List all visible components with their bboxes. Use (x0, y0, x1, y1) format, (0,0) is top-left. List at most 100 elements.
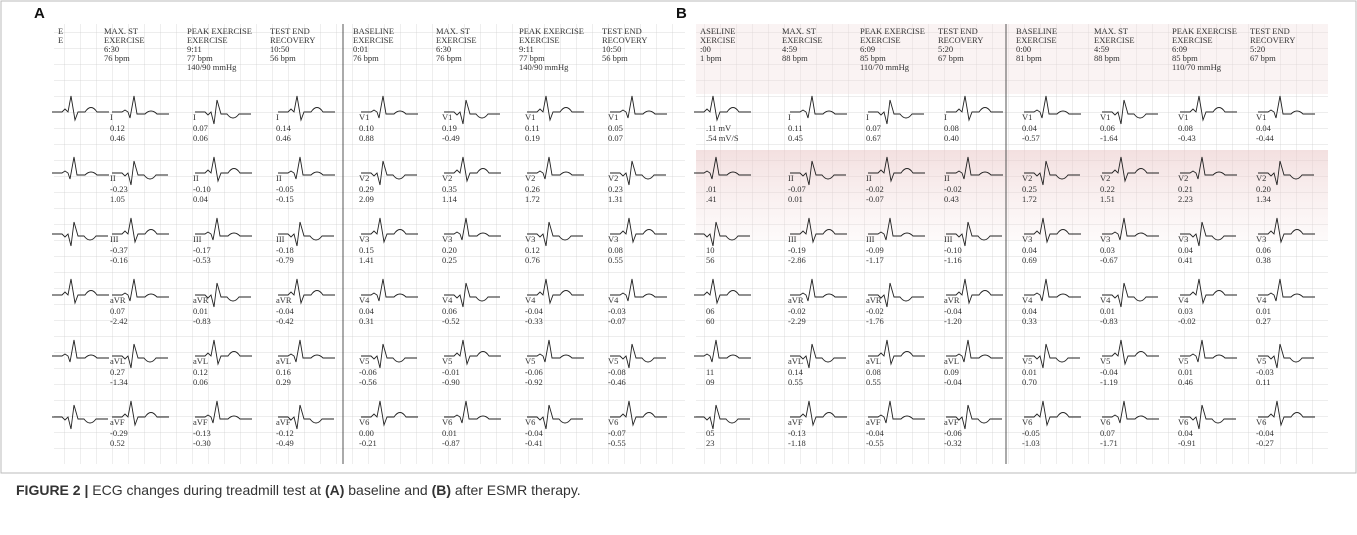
st-value: -0.02 (866, 306, 884, 316)
st-value: -0.05 (276, 184, 294, 194)
lead-label: III (276, 234, 285, 244)
column-header: 140/90 mmHg (187, 62, 237, 72)
st-value: -0.03 (608, 306, 626, 316)
st-value: 0.09 (944, 367, 959, 377)
lead-label: II (944, 173, 950, 183)
st-value: -0.91 (1178, 438, 1196, 448)
lead-label: V4 (1256, 295, 1267, 305)
st-value: 0.04 (1178, 245, 1194, 255)
ecg-trace (52, 156, 109, 180)
ecg-trace (790, 160, 846, 186)
ecg-trace (361, 217, 418, 244)
ecg-trace (1024, 278, 1081, 302)
st-value: 2.23 (1178, 194, 1193, 204)
ecg-trace (112, 95, 169, 119)
lead-label: V1 (1178, 112, 1188, 122)
ecg-trace (444, 339, 501, 366)
lead-label: V3 (1256, 234, 1266, 244)
ecg-trace (52, 339, 109, 363)
column-header: 85 bpm (1172, 53, 1198, 63)
ecg-trace (444, 99, 500, 125)
column-header: XERCISE (700, 35, 735, 45)
ecg-trace (1258, 95, 1315, 119)
column-header: 85 bpm (860, 53, 886, 63)
ecg-trace (790, 217, 847, 244)
st-value: -0.90 (442, 377, 460, 387)
lead-label: aVR (944, 295, 960, 305)
column-header: E (58, 26, 63, 36)
ecg-trace (1024, 217, 1081, 244)
ecg-trace (52, 95, 109, 122)
st-value: 0.25 (442, 255, 457, 265)
ecg-trace (694, 404, 750, 430)
st-value: 0.67 (866, 133, 881, 143)
ecg-trace (946, 404, 1002, 430)
panel-label: B (676, 5, 687, 22)
st-value: -0.42 (276, 316, 294, 326)
ecg-trace (195, 217, 252, 241)
ecg-trace (694, 278, 751, 305)
st-value: -0.08 (608, 367, 626, 377)
ecg-trace (195, 156, 252, 183)
st-value: -0.02 (1178, 316, 1196, 326)
ecg-trace (278, 95, 335, 122)
st-value: 1.34 (1256, 194, 1272, 204)
ecg-trace (790, 278, 847, 302)
ecg-trace (1258, 217, 1315, 244)
lead-label: II (193, 173, 199, 183)
st-value: -0.21 (359, 438, 377, 448)
st-value: -1.34 (110, 377, 128, 387)
ecg-trace (1258, 160, 1314, 186)
ecg-trace (610, 160, 666, 186)
st-value: 0.29 (359, 184, 374, 194)
st-value: 0.07 (1100, 428, 1115, 438)
st-value: 0.01 (1256, 306, 1271, 316)
st-value: 10 (706, 245, 715, 255)
st-value: 0.31 (359, 316, 374, 326)
column-header: 81 bpm (1016, 53, 1042, 63)
ecg-trace (1102, 217, 1159, 241)
ecg-trace (868, 282, 924, 308)
st-value: -0.06 (359, 367, 377, 377)
column-header: 4:59 (1094, 44, 1109, 54)
st-value: -0.06 (944, 428, 962, 438)
st-value: -0.52 (442, 316, 460, 326)
ecg-trace (1024, 400, 1081, 427)
column-header: EXERCISE (1016, 35, 1057, 45)
st-value: .11 mV (706, 123, 732, 133)
lead-label: V5 (608, 356, 618, 366)
st-value: -0.10 (944, 245, 962, 255)
lead-label: aVL (944, 356, 959, 366)
lead-label: I (193, 112, 196, 122)
column-header: 56 bpm (270, 53, 296, 63)
lead-label: aVL (110, 356, 125, 366)
ecg-trace (527, 339, 584, 363)
st-value: 0.01 (1022, 367, 1037, 377)
lead-label: aVF (276, 417, 291, 427)
st-value: 0.07 (193, 123, 208, 133)
st-value: 1.51 (1100, 194, 1115, 204)
ecg-trace (790, 95, 847, 119)
ecg-trace (361, 400, 418, 427)
column-header: EXERCISE (353, 35, 394, 45)
column-header: EXERCISE (860, 35, 901, 45)
ecg-trace (527, 278, 584, 305)
ecg-trace (527, 156, 584, 180)
st-value: -0.44 (1256, 133, 1274, 143)
st-value: -0.07 (866, 194, 884, 204)
lead-label: I (866, 112, 869, 122)
lead-label: III (193, 234, 202, 244)
ecg-trace (868, 339, 925, 366)
st-value: -0.49 (276, 438, 294, 448)
column-header: 5:20 (938, 44, 953, 54)
st-value: 56 (706, 255, 715, 265)
st-value: -0.41 (525, 438, 543, 448)
ecg-trace (868, 217, 925, 241)
lead-label: V4 (359, 295, 370, 305)
column-header: EXERCISE (782, 35, 823, 45)
ecg-trace (278, 404, 334, 430)
ecg-trace (361, 160, 417, 186)
st-value: -0.27 (1256, 438, 1274, 448)
st-value: -0.87 (442, 438, 460, 448)
